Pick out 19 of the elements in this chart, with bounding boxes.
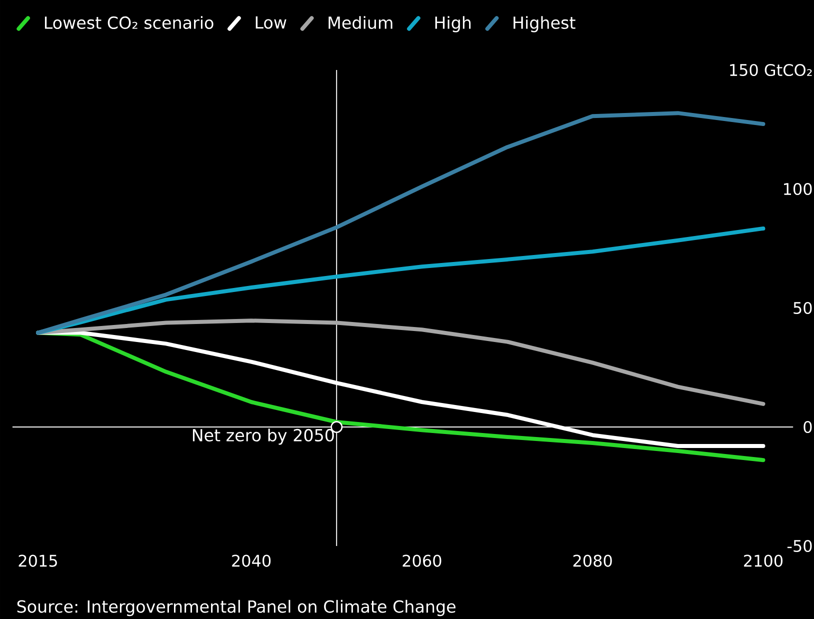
x-tick-label: 2100: [744, 554, 783, 567]
x-tick-label: 2040: [232, 554, 271, 567]
legend-label: Highest: [514, 16, 576, 32]
line-series: [36, 111, 766, 335]
legend-label: High: [435, 16, 471, 32]
x-tick-label: 2060: [402, 554, 442, 567]
y-tick-label: 50: [794, 302, 812, 314]
legend-label: Low: [256, 16, 286, 29]
source-note: Source: Intergovernmental Panel on Climate Change: [17, 600, 456, 616]
y-tick-label: 100: [784, 182, 812, 196]
line-series: [36, 226, 766, 335]
y-tick-label: -50: [787, 540, 812, 552]
annotation: Net zero by 2050: [192, 428, 334, 445]
x-tick-label: 2080: [573, 554, 612, 567]
y-tick-label: 150 GtCO₂: [730, 64, 812, 76]
legend-label: Lowest CO₂ scenario: [44, 16, 214, 29]
x-tick-label: 2015: [18, 554, 57, 567]
y-tick-label: 0: [804, 420, 812, 434]
legend-label: Medium: [328, 16, 392, 29]
